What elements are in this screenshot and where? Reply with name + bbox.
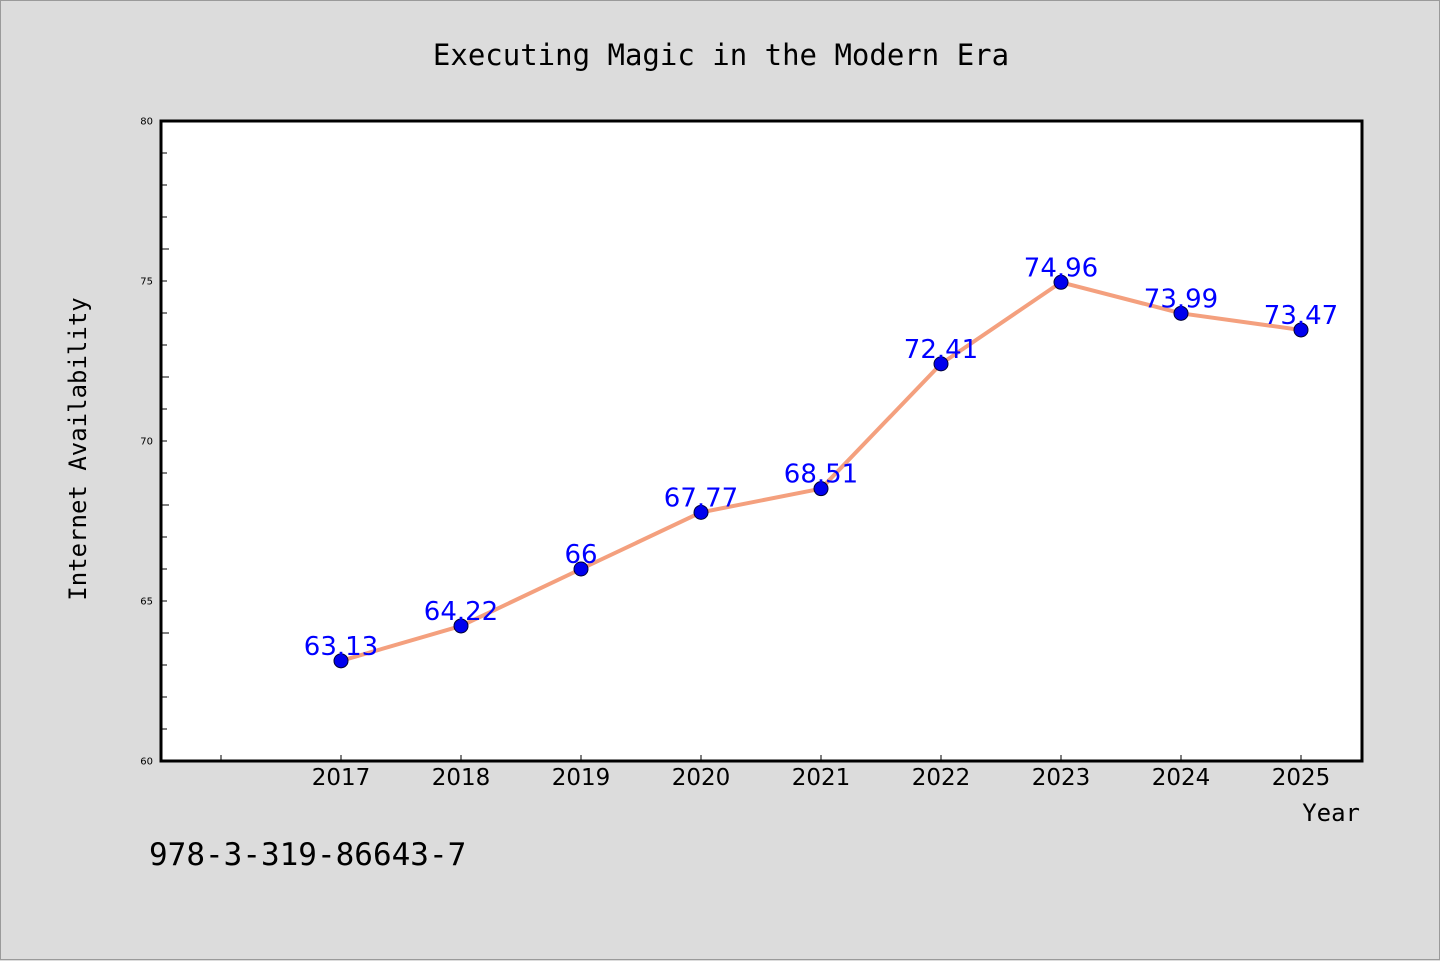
y-axis: 60 65 70 75 80 <box>140 117 169 768</box>
x-axis: 2017 2018 2019 2020 2021 2022 2023 2024 2025 <box>220 755 1331 791</box>
data-point <box>1053 274 1069 290</box>
data-label: 73.99 <box>1144 284 1218 314</box>
footer-code: 978-3-319-86643-7 <box>149 837 466 873</box>
data-point <box>813 481 829 497</box>
data-point <box>333 653 349 669</box>
y-tick-label: 70 <box>140 437 153 448</box>
y-tick-label: 75 <box>140 277 153 288</box>
data-point <box>573 561 589 577</box>
y-tick-label: 65 <box>140 597 153 608</box>
x-tick-label: 2018 <box>432 765 491 791</box>
data-point <box>1293 322 1309 338</box>
data-label: 74.96 <box>1024 253 1098 283</box>
data-label: 66 <box>564 540 597 570</box>
x-axis-title: Year <box>1302 799 1360 827</box>
x-tick-label: 2017 <box>312 765 371 791</box>
y-tick-label: 80 <box>140 117 153 128</box>
x-tick-label: 2025 <box>1272 765 1331 791</box>
y-tick-label: 60 <box>140 757 153 768</box>
data-point <box>693 504 709 520</box>
y-axis-title: Internet Availability <box>64 297 92 600</box>
series-line: 63.13 64.22 66 67.77 68.51 72.41 74.96 73.99 73.… <box>304 253 1338 669</box>
data-label: 73.47 <box>1264 301 1338 331</box>
data-point <box>1173 305 1189 321</box>
data-label: 72.41 <box>904 335 978 365</box>
data-point <box>933 356 949 372</box>
data-label: 68.51 <box>784 460 858 490</box>
x-tick-label: 2024 <box>1152 765 1211 791</box>
data-point <box>453 618 469 634</box>
x-tick-label: 2022 <box>912 765 971 791</box>
x-tick-label: 2023 <box>1032 765 1091 791</box>
x-tick-label: 2021 <box>792 765 851 791</box>
data-label: 67.77 <box>664 483 738 513</box>
chart-title: Executing Magic in the Modern Era <box>433 38 1009 72</box>
x-tick-label: 2019 <box>552 765 611 791</box>
data-label: 64.22 <box>424 597 498 627</box>
data-label: 63.13 <box>304 632 378 662</box>
x-tick-label: 2020 <box>672 765 731 791</box>
